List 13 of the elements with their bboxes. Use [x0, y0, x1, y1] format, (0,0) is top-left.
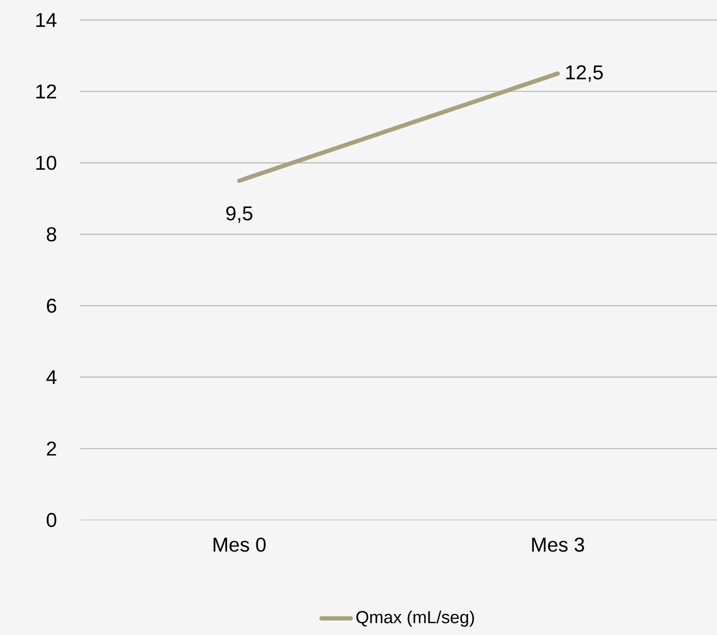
y-tick-label: 2 [46, 442, 56, 456]
y-tick-label: 8 [46, 227, 56, 242]
y-tick-label: 6 [46, 298, 56, 313]
y-tick-label: 10 [36, 156, 56, 170]
y-tick-label: 0 [46, 512, 56, 528]
y-tick-label: 12 [36, 84, 56, 98]
data-label: 9,5 [226, 206, 252, 223]
y-tick-label: 4 [46, 370, 56, 384]
legend-label: Qmax (mL/seg) [356, 610, 474, 627]
data-label: 12,5 [566, 65, 603, 82]
x-tick-label: Mes 3 [532, 538, 584, 552]
x-tick-label: Mes 0 [214, 538, 266, 552]
y-tick-label: 14 [36, 13, 56, 27]
